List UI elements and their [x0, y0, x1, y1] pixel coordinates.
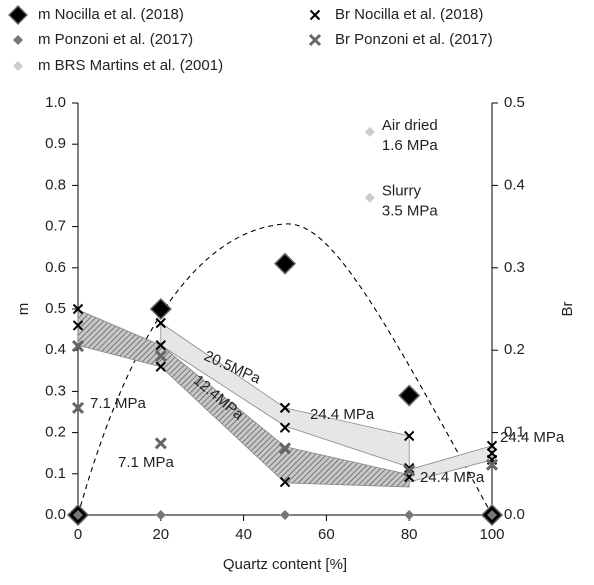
y2-tick-label: 0.5	[504, 94, 525, 111]
x-marker	[154, 437, 167, 450]
y-tick-label: 1.0	[45, 94, 66, 111]
legend-label[interactable]: m BRS Martins et al. (2001)	[38, 57, 223, 74]
x-marker	[71, 340, 85, 353]
x-marker	[486, 440, 498, 451]
annotation: 7.1 MPa	[90, 395, 147, 412]
x-marker	[279, 402, 291, 414]
x-marker	[155, 317, 167, 329]
y-tick-label: 0.6	[45, 259, 66, 276]
point-label: 3.5 MPa	[382, 203, 439, 220]
x-marker	[154, 349, 167, 363]
diamond-marker	[149, 297, 172, 321]
x-marker	[279, 476, 291, 488]
y-axis-label: m	[15, 303, 32, 316]
x-marker	[403, 430, 415, 442]
x-tick-label: 60	[318, 526, 335, 543]
diamond-marker	[404, 510, 415, 520]
diamond-marker	[487, 510, 497, 520]
x-tick-label: 40	[235, 526, 252, 543]
diamond-marker	[364, 126, 375, 137]
y-tick-label: 0.0	[45, 506, 66, 523]
y-tick-label: 0.8	[45, 176, 66, 193]
y-tick-label: 0.5	[45, 300, 66, 317]
legend-label[interactable]: m Nocilla et al. (2018)	[38, 6, 184, 23]
diamond-marker	[73, 510, 83, 520]
legend-marker	[13, 61, 23, 71]
x-marker	[485, 458, 499, 471]
y2-tick-label: 0.2	[504, 341, 525, 358]
legend-marker	[8, 5, 28, 25]
y-tick-label: 0.7	[45, 218, 66, 235]
x-marker	[72, 303, 84, 315]
annotation: 24.4 MPa	[310, 406, 375, 423]
y2-axis-label: Br	[559, 301, 576, 316]
diamond-marker	[155, 510, 166, 520]
diamond-marker	[398, 384, 421, 407]
y2-tick-label: 0.1	[504, 424, 525, 441]
x-tick-label: 100	[479, 526, 504, 543]
x-marker	[403, 462, 415, 474]
y2-tick-label: 0.0	[504, 506, 525, 523]
fit-curve	[77, 223, 493, 516]
x-axis-label: Quartz content [%]	[223, 556, 347, 573]
x-tick-label: 80	[401, 526, 418, 543]
annotation: 7.1 MPa	[118, 454, 175, 471]
legend-marker	[13, 35, 23, 45]
diamond-marker	[364, 192, 375, 203]
legend-label[interactable]: m Ponzoni et al. (2017)	[38, 31, 193, 48]
x-marker	[278, 442, 292, 455]
annotation: 24.4 MPa	[500, 429, 565, 446]
x-tick-label: 0	[74, 526, 82, 543]
x-marker	[71, 401, 85, 414]
x-marker	[155, 340, 167, 351]
y-tick-label: 0.2	[45, 424, 66, 441]
y-tick-label: 0.4	[45, 341, 66, 358]
point-label: Slurry	[382, 183, 422, 200]
diamond-marker	[280, 510, 290, 520]
y-tick-label: 0.9	[45, 135, 66, 152]
y2-tick-label: 0.3	[504, 259, 525, 276]
y-tick-label: 0.3	[45, 382, 66, 399]
point-label: 1.6 MPa	[382, 137, 439, 154]
legend-marker	[309, 9, 321, 21]
x-tick-label: 20	[152, 526, 169, 543]
x-marker	[279, 422, 291, 433]
annotation: 24.4 MPa	[420, 469, 485, 486]
legend-label[interactable]: Br Ponzoni et al. (2017)	[335, 31, 493, 48]
y2-tick-label: 0.4	[504, 176, 525, 193]
y-tick-label: 0.1	[45, 465, 66, 482]
point-label: Air dried	[382, 117, 438, 134]
legend-marker	[308, 33, 322, 47]
x-marker	[72, 320, 84, 331]
x-marker	[155, 361, 167, 372]
legend-label[interactable]: Br Nocilla et al. (2018)	[335, 6, 483, 23]
x-marker	[403, 464, 416, 477]
diamond-marker	[273, 252, 297, 275]
